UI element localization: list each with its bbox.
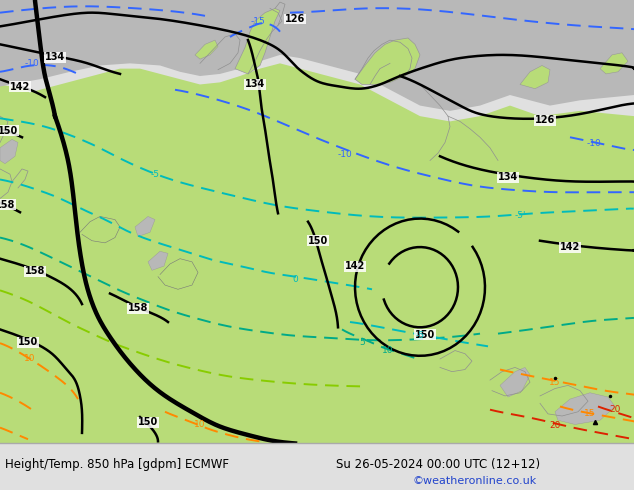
Text: 150: 150 bbox=[0, 126, 18, 136]
Text: 126: 126 bbox=[535, 115, 555, 125]
Text: 134: 134 bbox=[245, 79, 265, 90]
Text: 0: 0 bbox=[292, 275, 298, 284]
Text: 10: 10 bbox=[24, 354, 36, 364]
Polygon shape bbox=[148, 251, 168, 270]
Polygon shape bbox=[0, 63, 634, 443]
Text: ©weatheronline.co.uk: ©weatheronline.co.uk bbox=[412, 476, 536, 486]
Text: -5: -5 bbox=[150, 170, 160, 179]
Text: 10: 10 bbox=[382, 346, 394, 355]
Text: 150: 150 bbox=[138, 417, 158, 427]
Polygon shape bbox=[500, 368, 530, 397]
Text: 134: 134 bbox=[45, 52, 65, 62]
Text: 134: 134 bbox=[498, 172, 518, 182]
Text: -5: -5 bbox=[415, 331, 425, 340]
Text: 150: 150 bbox=[415, 330, 435, 340]
Text: 158: 158 bbox=[25, 267, 45, 276]
Text: 142: 142 bbox=[345, 261, 365, 271]
Polygon shape bbox=[135, 217, 155, 237]
Text: -10: -10 bbox=[25, 59, 39, 68]
Text: 126: 126 bbox=[285, 14, 305, 24]
Text: -10: -10 bbox=[586, 139, 602, 148]
Polygon shape bbox=[0, 139, 18, 164]
Text: 10: 10 bbox=[194, 420, 206, 429]
Polygon shape bbox=[600, 53, 628, 74]
Text: 5: 5 bbox=[359, 338, 365, 346]
Text: -5': -5' bbox=[514, 211, 526, 220]
Text: 142: 142 bbox=[10, 81, 30, 92]
Polygon shape bbox=[520, 66, 550, 89]
Text: 20: 20 bbox=[609, 405, 621, 414]
Polygon shape bbox=[0, 0, 634, 111]
Text: Height/Temp. 850 hPa [gdpm] ECMWF: Height/Temp. 850 hPa [gdpm] ECMWF bbox=[5, 458, 229, 471]
Text: 20: 20 bbox=[549, 421, 560, 430]
Polygon shape bbox=[235, 8, 280, 74]
Text: Su 26-05-2024 00:00 UTC (12+12): Su 26-05-2024 00:00 UTC (12+12) bbox=[336, 458, 540, 471]
Text: 150: 150 bbox=[18, 337, 38, 347]
Polygon shape bbox=[195, 40, 218, 59]
Text: -15: -15 bbox=[250, 17, 266, 25]
Text: 158: 158 bbox=[128, 303, 148, 313]
Text: 142: 142 bbox=[560, 242, 580, 252]
Text: -10: -10 bbox=[338, 149, 353, 159]
Text: 15: 15 bbox=[585, 409, 596, 418]
Polygon shape bbox=[555, 393, 615, 424]
Text: 150: 150 bbox=[308, 236, 328, 245]
Text: 15: 15 bbox=[549, 378, 560, 387]
Text: 158: 158 bbox=[0, 200, 15, 210]
Polygon shape bbox=[355, 38, 420, 84]
Polygon shape bbox=[0, 84, 30, 211]
